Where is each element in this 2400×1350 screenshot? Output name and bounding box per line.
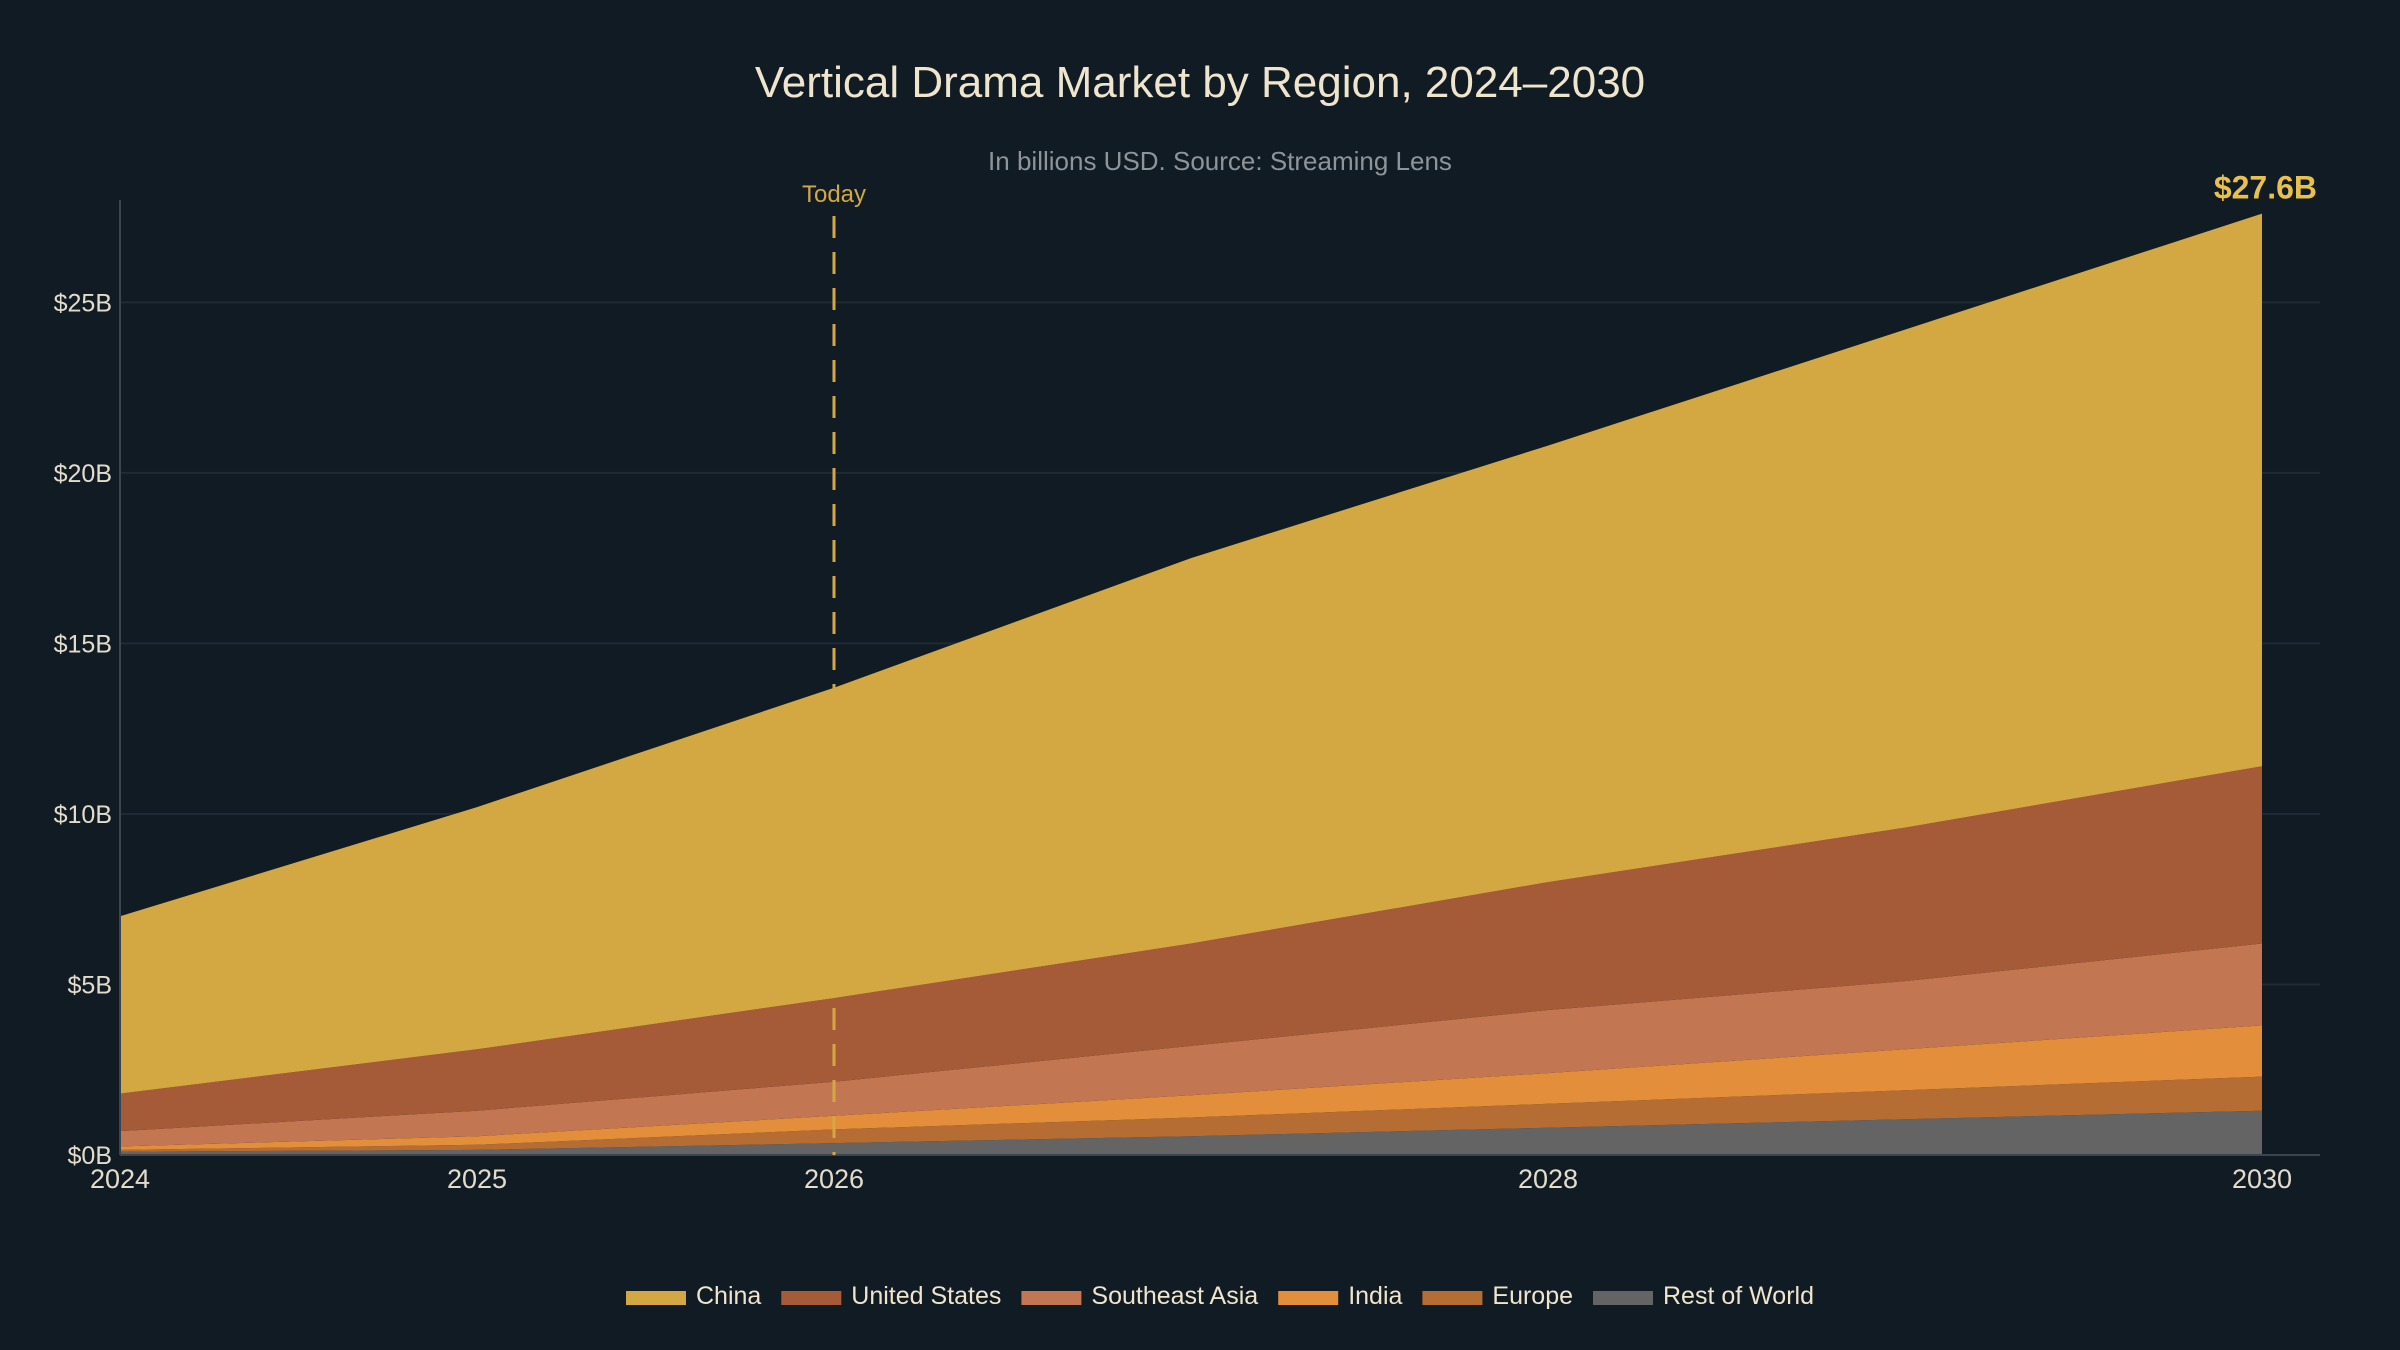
legend-swatch	[1422, 1291, 1483, 1305]
area-china	[120, 213, 2262, 1094]
y-axis-ticks: $0B $5B $10B $15B $20B $25B	[54, 289, 112, 1170]
y-tick-label: $15B	[54, 630, 112, 658]
y-tick-label: $0B	[68, 1142, 112, 1170]
x-axis-ticks: 2024 2025 2026 2028 2030	[90, 1164, 2292, 1194]
area-india	[120, 1025, 2262, 1150]
legend-label: United States	[851, 1282, 1001, 1310]
y-tick-label: $25B	[54, 289, 112, 317]
chart-subtitle: In billions USD. Source: Streaming Lens	[988, 146, 1452, 176]
today-marker: Today	[802, 181, 866, 1155]
x-tick-label: 2028	[1518, 1164, 1578, 1194]
final-total-label: $27.6B	[2214, 170, 2317, 206]
legend-swatch	[781, 1291, 842, 1305]
legend-item-united-states: United States	[781, 1282, 1001, 1310]
area-united-states	[120, 766, 2262, 1132]
legend-item-china: China	[626, 1282, 761, 1310]
legend-item-southeast-asia: Southeast Asia	[1021, 1282, 1258, 1310]
area-europe	[120, 1076, 2262, 1152]
x-tick-label: 2024	[90, 1164, 150, 1194]
today-label: Today	[802, 181, 866, 208]
area-southeast-asia	[120, 943, 2262, 1147]
legend-label: Europe	[1492, 1282, 1573, 1310]
legend-swatch	[1593, 1291, 1653, 1305]
legend-swatch	[1021, 1291, 1082, 1305]
x-tick-label: 2030	[2232, 1164, 2292, 1194]
legend-swatch	[626, 1291, 686, 1305]
legend: China United States Southeast Asia India Eur…	[626, 1282, 1814, 1310]
legend-swatch	[1278, 1291, 1339, 1305]
legend-item-rest-of-world: Rest of World	[1593, 1282, 1814, 1310]
legend-label: Southeast Asia	[1091, 1282, 1258, 1310]
legend-item-europe: Europe	[1422, 1282, 1573, 1310]
area-rest-of-world	[120, 1110, 2262, 1155]
x-tick-label: 2026	[804, 1164, 864, 1194]
legend-label: India	[1348, 1282, 1402, 1310]
legend-item-india: India	[1278, 1282, 1403, 1310]
legend-label: China	[696, 1282, 761, 1310]
axes	[119, 200, 2320, 1156]
y-tick-label: $20B	[54, 460, 112, 488]
legend-label: Rest of World	[1663, 1282, 1814, 1310]
y-tick-label: $10B	[54, 801, 112, 829]
y-tick-label: $5B	[68, 971, 112, 999]
area-series	[120, 213, 2262, 1155]
x-tick-label: 2025	[447, 1164, 507, 1194]
chart-title: Vertical Drama Market by Region, 2024–20…	[755, 58, 1645, 107]
